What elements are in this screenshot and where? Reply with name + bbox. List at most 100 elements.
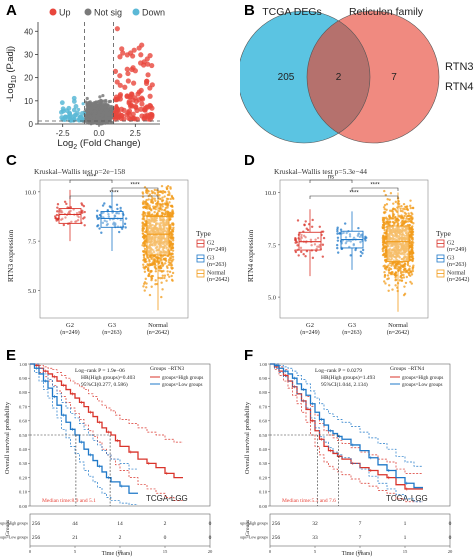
volcano-point-up	[112, 97, 119, 103]
boxplot-jitter-point	[164, 230, 168, 233]
volcano-y-tick-label: 30	[24, 50, 33, 59]
km-risk-value: 14	[117, 521, 123, 527]
boxplot-jitter-point	[389, 191, 393, 195]
boxplot-jitter-point	[406, 263, 410, 267]
boxplot-jitter-point	[169, 197, 172, 201]
boxplot-jitter-point	[169, 215, 172, 219]
panel-label-a: A	[6, 2, 17, 19]
km-y-tick-label: 0.70	[259, 404, 268, 409]
boxplot-jitter-point	[299, 239, 303, 242]
boxplot-jitter-point	[399, 207, 402, 210]
boxplot-jitter-point	[148, 226, 151, 230]
boxplot-jitter-point	[81, 211, 84, 214]
volcano-point	[81, 102, 85, 106]
boxplot-jitter-point	[144, 277, 147, 281]
km-y-tick-label: 0.60	[19, 419, 28, 424]
boxplot-jitter-point	[100, 231, 103, 234]
km-y-tick-label: 0.60	[259, 419, 268, 424]
boxplot-jitter-point	[388, 198, 391, 201]
volcano-point	[95, 121, 99, 125]
boxplot-jitter-point	[142, 212, 145, 216]
boxplot-jitter-point	[151, 198, 154, 202]
boxplot-jitter-point	[383, 252, 387, 256]
boxplot-jitter-point	[411, 217, 414, 220]
boxplot-jitter-point	[171, 230, 175, 233]
boxplot-jitter-point	[389, 221, 392, 224]
boxplot-jitter-point	[170, 274, 173, 278]
boxplot-jitter-point	[336, 232, 339, 235]
volcano-point-up	[125, 109, 131, 116]
boxplot-jitter-point	[160, 245, 163, 249]
boxplot-d-title: Kruskal–Wallis test p=5.3e−44	[274, 167, 367, 176]
volcano-point	[94, 100, 98, 104]
boxplot-jitter-point	[403, 234, 407, 238]
boxplot-jitter-point	[143, 230, 147, 234]
boxplot-jitter-point	[153, 240, 156, 243]
volcano-point-up	[128, 102, 134, 108]
boxplot-jitter-point	[398, 279, 402, 282]
boxplot-jitter-point	[387, 257, 391, 261]
km-ci-lower	[30, 363, 138, 505]
boxplot-jitter-point	[172, 212, 175, 215]
km-risk-value: 0	[209, 535, 212, 541]
volcano-point	[85, 103, 89, 107]
boxplot-jitter-point	[321, 230, 325, 233]
boxplot-jitter-point	[409, 274, 412, 278]
boxplot-jitter-point	[165, 223, 169, 226]
boxplot-jitter-point	[299, 246, 303, 250]
boxplot-jitter-point	[321, 255, 325, 258]
km-ci-upper	[30, 363, 183, 443]
boxplot-c-body: 5.07.510.0G2(n=249)G3(n=263)Normal(n=264…	[25, 175, 230, 337]
boxplot-jitter-point	[403, 292, 407, 296]
boxplot-jitter-point	[165, 246, 168, 249]
volcano-point	[90, 120, 94, 125]
boxplot-jitter-point	[391, 227, 395, 230]
boxplot-jitter-point	[381, 253, 385, 257]
km-e-y-label: Overall survival probability	[4, 401, 11, 474]
boxplot-jitter-point	[158, 194, 161, 197]
boxplot-legend-label: G3	[207, 256, 214, 262]
boxplot-jitter-point	[147, 251, 151, 255]
volcano-point	[108, 121, 112, 125]
boxplot-jitter-point	[387, 248, 391, 252]
boxplot-category-label: G2	[306, 322, 314, 329]
km-risk-row-label: groups=High groups	[240, 521, 268, 526]
boxplot-significance-label: ****	[349, 191, 359, 197]
boxplot-jitter-point	[387, 284, 391, 287]
boxplot-jitter-point	[381, 247, 384, 251]
volcano-point	[100, 106, 105, 110]
volcano-point	[76, 107, 81, 112]
boxplot-jitter-point	[309, 238, 313, 241]
boxplot-jitter-point	[153, 210, 156, 214]
boxplot-jitter-point	[142, 249, 145, 253]
boxplot-jitter-point	[410, 227, 414, 231]
boxplot-jitter-point	[391, 208, 395, 211]
boxplot-rtn4: Kruskal–Wallis test p=5.3e−44 RTN4 expre…	[246, 167, 469, 336]
boxplot-jitter-point	[117, 230, 121, 234]
boxplot-jitter-point	[149, 244, 152, 247]
boxplot-jitter-point	[294, 236, 297, 240]
boxplot-jitter-point	[154, 279, 157, 282]
volcano-point	[102, 99, 106, 103]
km-risk-value: 0	[449, 535, 452, 541]
volcano-point-down	[72, 113, 78, 119]
panel-label-f: F	[244, 347, 254, 364]
boxplot-jitter-point	[148, 293, 152, 297]
boxplot-jitter-point	[352, 243, 355, 246]
boxplot-jitter-point	[64, 216, 67, 219]
boxplot-jitter-point	[294, 249, 297, 252]
volcano-point	[99, 122, 103, 126]
boxplot-jitter-point	[141, 192, 145, 195]
km-e-hazard-ratio: HR(High groups)=0.403	[81, 374, 135, 381]
km-risk-row-label: groups=Low groups	[0, 535, 28, 540]
boxplot-jitter-point	[383, 280, 386, 283]
boxplot-jitter-point	[400, 279, 403, 282]
boxplot-jitter-point	[403, 285, 406, 288]
boxplot-jitter-point	[171, 237, 175, 240]
volcano-point-up	[135, 91, 141, 97]
boxplot-jitter-point	[144, 206, 148, 210]
boxplot-jitter-point	[166, 237, 169, 241]
boxplot-jitter-point	[155, 219, 158, 222]
km-risk-value: 44	[72, 521, 78, 527]
boxplot-jitter-point	[153, 234, 156, 237]
